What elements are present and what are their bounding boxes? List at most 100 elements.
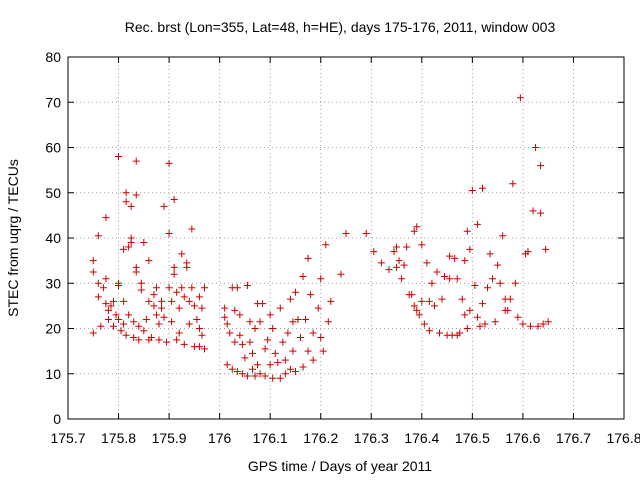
data-point bbox=[256, 318, 264, 326]
data-point bbox=[168, 318, 176, 326]
data-point bbox=[104, 306, 112, 314]
data-point bbox=[478, 300, 486, 308]
data-point bbox=[226, 329, 234, 337]
x-tick-label: 176.8 bbox=[606, 430, 640, 446]
data-point bbox=[506, 295, 514, 303]
data-point bbox=[322, 241, 330, 249]
data-point bbox=[170, 263, 178, 271]
data-point bbox=[425, 327, 433, 335]
data-point bbox=[145, 257, 153, 265]
data-point bbox=[342, 229, 350, 237]
data-point bbox=[314, 304, 322, 312]
data-point bbox=[115, 153, 123, 161]
data-point bbox=[158, 297, 166, 305]
data-point bbox=[163, 338, 171, 346]
plot-frame bbox=[67, 56, 625, 420]
data-point bbox=[395, 257, 403, 265]
data-point bbox=[94, 232, 102, 240]
data-point bbox=[195, 293, 203, 301]
data-point bbox=[317, 334, 325, 342]
data-point bbox=[430, 302, 438, 310]
data-point bbox=[309, 356, 317, 364]
x-tick-label: 175.8 bbox=[101, 430, 136, 446]
data-point bbox=[102, 275, 110, 283]
data-point bbox=[526, 322, 534, 330]
data-point bbox=[173, 288, 181, 296]
data-point bbox=[539, 320, 547, 328]
data-point bbox=[410, 227, 418, 235]
data-point bbox=[97, 322, 105, 330]
data-point bbox=[243, 372, 251, 380]
data-point bbox=[453, 275, 461, 283]
data-point bbox=[200, 345, 208, 353]
data-point bbox=[478, 184, 486, 192]
data-point bbox=[246, 338, 254, 346]
data-point bbox=[385, 266, 393, 274]
data-point bbox=[165, 284, 173, 292]
data-point bbox=[137, 286, 145, 294]
data-point bbox=[127, 239, 135, 247]
data-point bbox=[446, 275, 454, 283]
data-point bbox=[461, 311, 469, 319]
data-point bbox=[291, 288, 299, 296]
data-point bbox=[441, 272, 449, 280]
x-tick-labels: 175.7 175.8 175.9 176 176.1 176.2 176.3 176.4 17… bbox=[50, 430, 640, 446]
y-tick-label: 60 bbox=[45, 140, 61, 156]
data-point bbox=[248, 365, 256, 373]
data-point bbox=[519, 320, 527, 328]
data-point bbox=[468, 186, 476, 194]
data-point bbox=[458, 295, 466, 303]
data-point bbox=[135, 322, 143, 330]
data-point bbox=[269, 325, 277, 332]
data-point bbox=[122, 189, 130, 197]
data-point bbox=[428, 279, 436, 287]
data-point bbox=[266, 361, 274, 369]
x-tick-label: 176.6 bbox=[505, 430, 540, 446]
data-point bbox=[173, 336, 181, 344]
data-point bbox=[102, 214, 110, 222]
data-point bbox=[516, 94, 524, 102]
data-point bbox=[542, 245, 550, 253]
data-point bbox=[410, 302, 418, 310]
x-tick-label: 176.7 bbox=[556, 430, 591, 446]
data-point bbox=[89, 268, 97, 276]
data-point bbox=[115, 315, 123, 323]
y-tick-label: 40 bbox=[45, 230, 61, 246]
data-points bbox=[89, 94, 552, 382]
data-point bbox=[461, 257, 469, 265]
data-point bbox=[317, 275, 325, 283]
data-point bbox=[494, 261, 502, 269]
data-point bbox=[127, 202, 135, 210]
data-point bbox=[489, 275, 497, 283]
data-point bbox=[130, 318, 138, 326]
data-point bbox=[195, 343, 203, 351]
data-point bbox=[534, 322, 542, 330]
data-point bbox=[198, 304, 206, 312]
x-tick-label: 176.5 bbox=[455, 430, 490, 446]
data-point bbox=[193, 315, 201, 323]
chart-title: Rec. brst (Lon=355, Lat=48, h=HE), days … bbox=[125, 19, 556, 35]
data-point bbox=[89, 257, 97, 265]
data-point bbox=[188, 225, 196, 233]
data-point bbox=[370, 248, 378, 256]
data-point bbox=[446, 252, 454, 260]
data-point bbox=[243, 282, 251, 290]
data-point bbox=[259, 300, 267, 308]
data-point bbox=[190, 302, 198, 310]
data-point bbox=[327, 297, 335, 305]
data-point bbox=[413, 306, 421, 314]
y-tick-label: 20 bbox=[45, 321, 61, 337]
data-point bbox=[425, 297, 433, 305]
data-point bbox=[236, 331, 244, 339]
data-point bbox=[337, 270, 345, 278]
data-point bbox=[286, 365, 294, 373]
data-point bbox=[160, 202, 168, 210]
data-point bbox=[175, 304, 183, 312]
data-point bbox=[420, 320, 428, 328]
data-point bbox=[94, 279, 102, 287]
data-point bbox=[261, 345, 269, 353]
data-point bbox=[463, 325, 471, 332]
y-tick-label: 70 bbox=[45, 94, 61, 110]
data-point bbox=[102, 300, 110, 308]
